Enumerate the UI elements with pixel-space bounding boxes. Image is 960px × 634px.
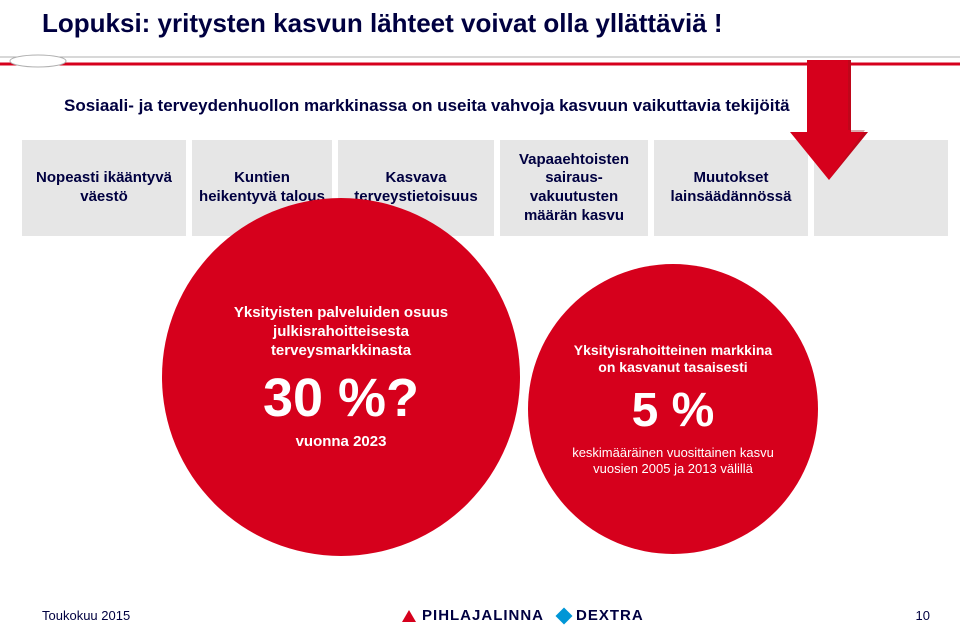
bubble-right-foot: keskimääräinen vuosittainen kasvu vuosie… — [568, 445, 778, 476]
logo-dextra-text: DEXTRA — [576, 607, 644, 624]
bubble-left-label: Yksityisten palveluiden osuus julkisraho… — [211, 304, 471, 360]
page-title: Lopuksi: yritysten kasvun lähteet voivat… — [42, 8, 723, 39]
bubble-left-small: vuonna 2023 — [296, 433, 387, 450]
footer-logos: PIHLAJALINNA DEXTRA — [402, 607, 644, 624]
bubble-left-big: 30 %? — [263, 371, 419, 425]
footer: Toukokuu 2015 PIHLAJALINNA DEXTRA 10 — [42, 607, 930, 624]
dextra-mark-icon — [556, 607, 573, 624]
pihlajalinna-mark-icon — [402, 610, 416, 622]
footer-date: Toukokuu 2015 — [42, 608, 130, 623]
subheading: Sosiaali- ja terveydenhuollon markkinass… — [64, 96, 790, 116]
logo-pihlajalinna-text: PIHLAJALINNA — [422, 607, 544, 624]
page-number: 10 — [916, 608, 930, 623]
bubble-private-growth: Yksityisrahoitteinen markkina on kasvanu… — [528, 264, 818, 554]
down-arrow — [790, 60, 868, 180]
bubble-right-big: 5 % — [632, 387, 715, 435]
bubble-right-label: Yksityisrahoitteinen markkina on kasvanu… — [568, 342, 778, 377]
logo-pihlajalinna: PIHLAJALINNA — [402, 607, 544, 624]
bubbles-area: Yksityisten palveluiden osuus julkisraho… — [130, 222, 870, 582]
logo-dextra: DEXTRA — [558, 607, 644, 624]
bubble-public-share: Yksityisten palveluiden osuus julkisraho… — [162, 198, 520, 556]
